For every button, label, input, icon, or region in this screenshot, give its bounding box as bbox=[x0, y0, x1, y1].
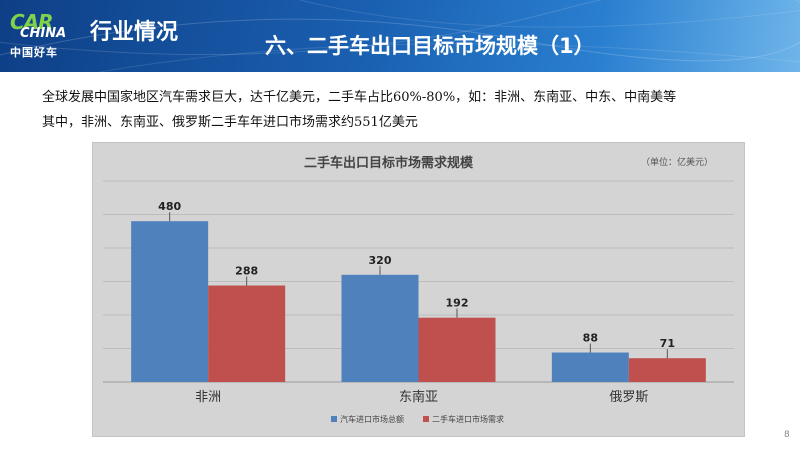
body-text-line-2: 其中，非洲、东南亚、俄罗斯二手车年进口市场需求约551亿美元 bbox=[42, 115, 418, 130]
chart-unit-note: （单位：亿美元） bbox=[641, 156, 713, 168]
bar-import-total bbox=[551, 352, 629, 382]
bar-chart: 二手车出口目标市场需求规模 （单位：亿美元） 480 288 非洲 320 192 东南亚 88… bbox=[103, 155, 734, 424]
data-label: 88 bbox=[583, 332, 598, 345]
body-text-line-1: 全球发展中国家地区汽车需求巨大，达千亿美元，二手车占比60%-80%，如：非洲、… bbox=[42, 90, 677, 105]
bar-used-car-demand bbox=[418, 317, 496, 382]
x-tick-label: 东南亚 bbox=[399, 389, 438, 405]
logo-car-text: CAR bbox=[10, 10, 54, 34]
section-title: 行业情况 bbox=[90, 20, 179, 45]
bar-import-total bbox=[131, 221, 209, 382]
data-label: 320 bbox=[369, 254, 392, 267]
x-tick-label: 非洲 bbox=[195, 390, 221, 405]
data-label: 288 bbox=[235, 265, 258, 278]
header-banner: CAR CHINA 中国好车 行业情况 六、二手车出口目标市场规模（1） bbox=[0, 0, 800, 72]
page-number: 8 bbox=[784, 430, 790, 440]
legend-swatch bbox=[423, 416, 429, 422]
slide-title: 六、二手车出口目标市场规模（1） bbox=[265, 34, 595, 58]
chart-title: 二手车出口目标市场需求规模 bbox=[304, 155, 474, 171]
x-tick-label: 俄罗斯 bbox=[609, 390, 648, 405]
logo-china-text: CHINA bbox=[20, 26, 67, 41]
data-label: 480 bbox=[158, 200, 181, 213]
data-label: 192 bbox=[446, 297, 469, 310]
legend-label: 汽车进口市场总额 bbox=[340, 414, 404, 424]
chart-container: 二手车出口目标市场需求规模 （单位：亿美元） 480 288 非洲 320 192 东南亚 88… bbox=[92, 142, 745, 437]
bar-used-car-demand bbox=[628, 358, 706, 382]
bar-used-car-demand bbox=[208, 285, 286, 382]
car-china-logo: CAR CHINA 中国好车 bbox=[6, 6, 76, 66]
legend-swatch bbox=[331, 416, 337, 422]
bar-import-total bbox=[341, 274, 419, 382]
logo-chinese-text: 中国好车 bbox=[10, 46, 58, 59]
header-decoration bbox=[0, 0, 800, 72]
legend-label: 二手车进口市场需求 bbox=[432, 414, 504, 424]
data-label: 71 bbox=[660, 337, 675, 350]
